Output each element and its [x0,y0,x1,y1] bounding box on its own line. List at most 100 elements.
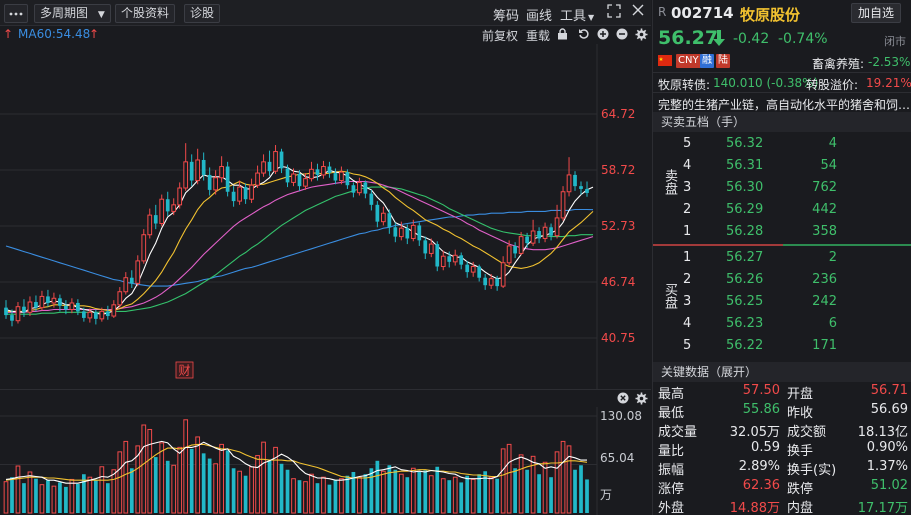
zoom-out-icon[interactable] [616,28,628,43]
candle [4,300,8,319]
candle [225,161,230,197]
candle [309,161,314,182]
bond-label: 牧原转债: [658,78,711,92]
candle [375,201,380,228]
candle-body [405,228,410,239]
candle-body [189,161,194,181]
candle-body [585,188,589,193]
ma30-line [6,186,593,315]
volume-bar [105,483,110,513]
candle [105,305,110,320]
stock-info-button[interactable]: 个股资料 [115,4,176,23]
lock-icon[interactable] [557,28,568,43]
menu-dots-icon[interactable] [4,4,28,23]
candle [255,165,260,189]
volume-settings-gear-icon[interactable] [635,392,648,408]
volume-bar [15,465,21,514]
tools-menu[interactable]: 工具 ▼ [560,5,594,24]
candle-body [93,312,98,319]
sell-book: 卖盘 5 56.32 4 4 56.31 54 3 56.30 762 2 56.29 442 1 56.… [653,133,911,244]
connect-tag: 陆 [716,54,730,68]
sell-volume: 4 [828,136,837,151]
volume-chart[interactable]: 130.08 65.04 万 [0,407,651,515]
draw-line-link[interactable]: 画线 [526,9,553,24]
candle-body [500,262,506,287]
candle-series [4,143,589,327]
buy-price: 56.25 [726,294,764,309]
reload-button[interactable]: 重载 [526,29,551,43]
close-icon[interactable] [632,4,644,20]
candle [573,171,577,191]
buy-row[interactable]: 3 56.25 242 [653,291,911,314]
buy-level: 2 [683,272,692,287]
candle-body [345,172,350,186]
candle-body [470,266,476,273]
add-watch-button[interactable]: 加自选 [851,3,902,23]
sell-row[interactable]: 4 56.31 54 [653,155,911,178]
key-data-label: 换手(实) [787,463,837,478]
sell-price: 56.28 [726,224,764,239]
volume-bars [3,419,589,514]
key-data-title[interactable]: 关键数据（展开） [653,362,911,382]
candle [189,154,194,187]
sell-row[interactable]: 2 56.29 442 [653,199,911,222]
candle [141,229,147,264]
chip-link[interactable]: 筹码 [493,9,520,24]
volume-bar [69,478,75,514]
expand-icon[interactable] [607,4,621,22]
tools-menu-label: 工具 [560,9,587,24]
volume-bar [542,461,548,514]
period-select[interactable]: 多周期图 ▼ [34,4,111,23]
candlestick-chart[interactable]: 64.72 58.72 52.73 46.74 40.75 财 [0,44,651,389]
bond-row[interactable]: 牧原转债: 140.010 (-0.38%) 转股溢价: 19.21% [653,72,911,92]
candle-body [225,166,230,192]
sell-level: 4 [683,158,692,173]
key-data-value: 2.89% [738,459,780,474]
volume-bar [51,485,57,514]
sell-row[interactable]: 1 56.28 358 [653,221,911,244]
candle [483,273,488,290]
candle [267,150,272,176]
volume-bar [573,469,577,513]
buy-row[interactable]: 4 56.23 6 [653,313,911,336]
candle-body [279,151,284,169]
sell-row[interactable]: 5 56.32 4 [653,133,911,156]
close-volume-icon[interactable] [617,392,629,407]
sell-row[interactable]: 3 56.30 762 [653,177,911,200]
volume-bar [560,440,566,514]
finance-tag-label: 财 [178,364,190,378]
diagnose-button[interactable]: 诊股 [184,4,221,23]
sell-volume: 762 [812,180,837,195]
buy-row[interactable]: 5 56.22 171 [653,335,911,358]
price-row: 56.27 -0.42 -0.74% 闭市 [653,26,911,52]
buy-row[interactable]: 1 56.27 2 [653,247,911,270]
settings-gear-icon[interactable] [635,28,648,44]
candle-body [465,264,470,273]
volume-bar [410,467,416,514]
buy-book: 买盘 1 56.27 2 2 56.26 236 3 56.25 242 4 56.23 6 5 56.2… [653,247,911,362]
buy-volume: 2 [828,250,837,265]
candle-body [69,302,75,310]
refresh-icon[interactable] [578,28,590,43]
zoom-in-icon[interactable] [597,28,609,43]
candle-body [34,302,38,308]
volume-ma-lines [5,440,588,484]
candle [261,154,266,177]
candle-body [195,159,201,182]
buy-row[interactable]: 2 56.26 236 [653,269,911,292]
candle-body [428,243,434,254]
sell-volume: 54 [820,158,837,173]
volume-bar [554,451,560,514]
price-axis: 64.72 58.72 52.73 46.74 40.75 [601,107,635,345]
candle-body [39,295,45,309]
buy-price: 56.23 [726,316,764,331]
key-data-value: 0.59 [751,440,780,455]
finance-tag[interactable]: 财 [175,361,194,379]
sector-name[interactable]: 畜禽养殖: [812,57,865,71]
description-row[interactable]: 完整的生猪产业链，高自动化水平的猪舍和饲… [653,92,911,112]
volume-bar [243,475,248,513]
orderbook-title[interactable]: 买卖五档（手） [653,112,911,132]
adjust-select[interactable]: 前复权 [482,29,519,43]
volume-bar [387,465,392,513]
key-data-value: 55.86 [742,402,780,417]
